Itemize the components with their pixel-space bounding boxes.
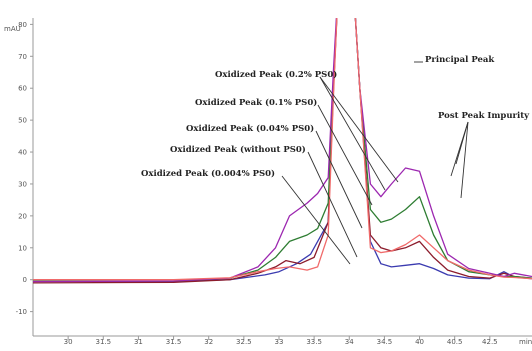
annotation-label: Post Peak Impurity xyxy=(438,111,530,121)
annotation-leader-line xyxy=(460,121,469,199)
annotation-leader-line xyxy=(317,104,373,206)
annotation-label: Oxidized Peak (0.2% PS0) xyxy=(215,69,337,80)
annotation-label: Oxidized Peak (0.04% PS0) xyxy=(186,123,314,134)
annotation-leader-line xyxy=(281,175,351,265)
annotation-label: Principal Peak xyxy=(425,55,495,65)
annotation-label: Oxidized Peak (0.004% PS0) xyxy=(141,168,275,179)
y-tick-label: 80 xyxy=(18,21,27,29)
annotation-leader-line xyxy=(319,76,386,191)
y-unit-label: mAU xyxy=(4,25,21,33)
x-tick-label: 40.5 xyxy=(447,338,463,346)
x-tick-label: 33.5 xyxy=(306,338,322,346)
y-tick-label: 20 xyxy=(18,212,27,220)
y-tick-label: 0 xyxy=(23,276,27,284)
x-tick-label: 30 xyxy=(64,338,73,346)
x-tick-label: 31 xyxy=(134,338,143,346)
x-tick-label: 34.5 xyxy=(377,338,393,346)
x-tick-label: 31.5 xyxy=(95,338,111,346)
y-tick-label: 50 xyxy=(18,117,27,125)
y-tick-label: 10 xyxy=(18,244,27,252)
x-tick-label: 42.5 xyxy=(482,338,498,346)
y-tick-label: -10 xyxy=(16,308,27,316)
x-tick-label: 32.5 xyxy=(236,338,252,346)
y-tick-label: 60 xyxy=(18,85,27,93)
annotation-leader-line xyxy=(319,76,399,183)
annotation-leader-line xyxy=(307,151,358,258)
series-group xyxy=(33,18,532,284)
y-tick-label: 40 xyxy=(18,149,27,157)
x-tick-label: 33 xyxy=(275,338,284,346)
y-tick-label: 30 xyxy=(18,180,27,188)
annotation-label: Oxidized Peak (0.1% PS0) xyxy=(195,97,317,108)
annotation-leader-line xyxy=(315,130,363,229)
x-tick-label: 32 xyxy=(204,338,213,346)
series-line-5 xyxy=(33,18,532,281)
x-tick-label: 40 xyxy=(415,338,424,346)
axes: -10 0 10 20 30 40 50 60 70 80 30 31.5 31 31.5 32 32.5 33… xyxy=(4,18,532,346)
x-unit-label: min xyxy=(519,338,532,346)
annotation-label: Oxidized Peak (without PS0) xyxy=(170,144,306,155)
y-tick-label: 70 xyxy=(18,53,27,61)
x-tick-label: 31.5 xyxy=(166,338,182,346)
x-tick-label: 34 xyxy=(345,338,354,346)
annotation-leader-line xyxy=(450,121,469,177)
annotation-leader-lines xyxy=(281,61,469,265)
annotation-labels: Oxidized Peak (0.2% PS0) Oxidized Peak (0… xyxy=(141,55,530,179)
